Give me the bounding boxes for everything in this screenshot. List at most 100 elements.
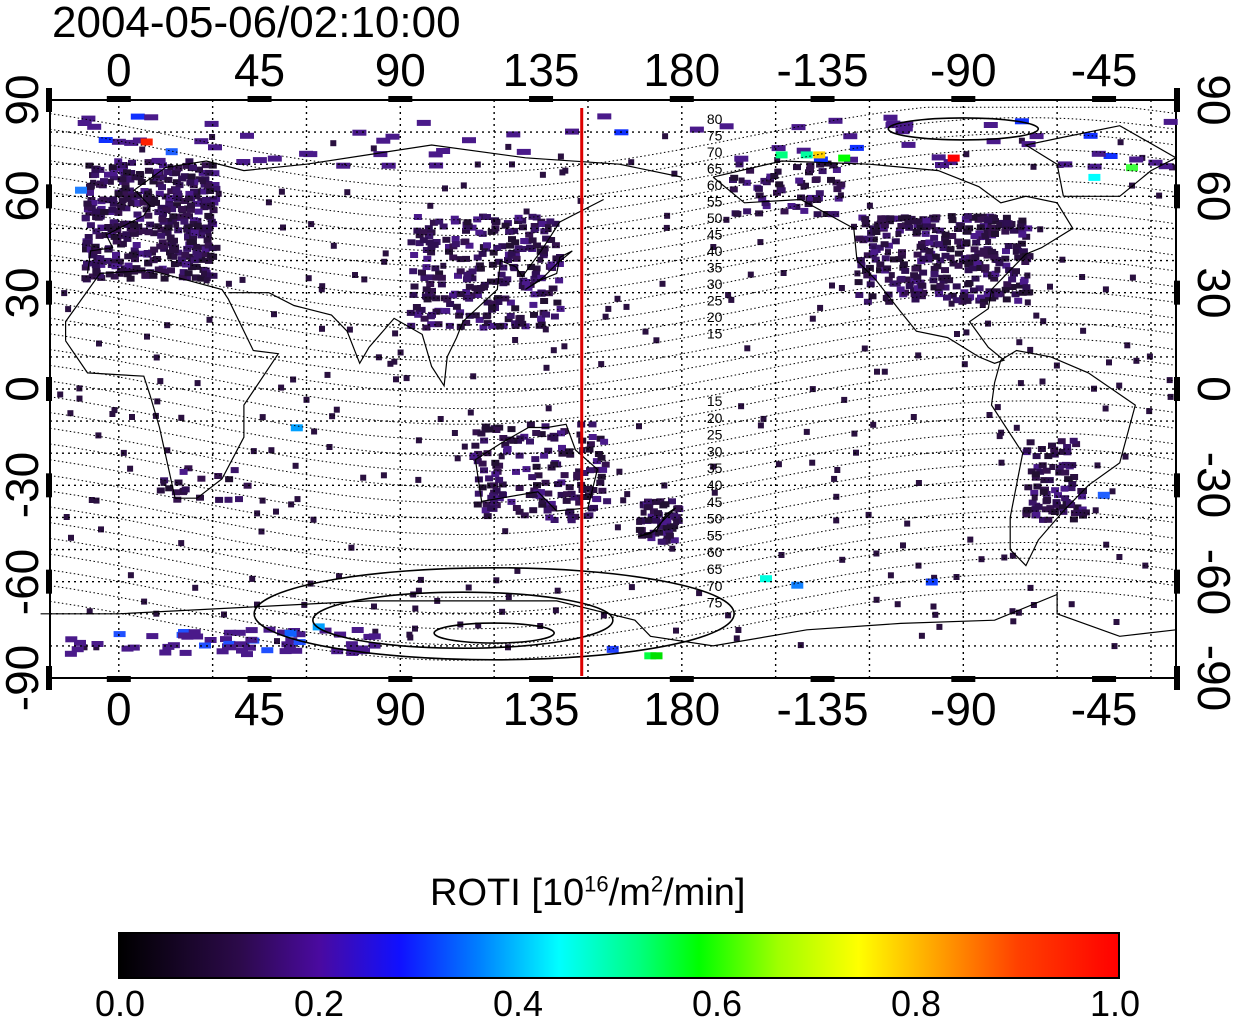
roti-cell xyxy=(86,222,95,229)
roti-cell xyxy=(456,268,465,275)
roti-cell xyxy=(832,167,841,173)
roti-cell xyxy=(934,288,943,294)
roti-cell xyxy=(696,590,703,597)
roti-cell xyxy=(1068,481,1077,487)
roti-cell xyxy=(157,232,166,239)
roti-cell xyxy=(492,227,499,234)
roti-cell xyxy=(429,162,444,169)
roti-cell xyxy=(977,294,985,301)
roti-cell xyxy=(1124,342,1131,349)
roti-cell xyxy=(483,320,492,327)
roti-cell xyxy=(212,185,221,192)
roti-cell xyxy=(171,489,180,496)
roti-cell xyxy=(283,643,296,650)
roti-cell xyxy=(194,138,209,145)
roti-cell xyxy=(899,121,914,128)
top-lon-label-1: 45 xyxy=(233,44,286,96)
roti-cell xyxy=(488,261,497,268)
roti-cell xyxy=(1024,484,1033,491)
roti-cell xyxy=(976,265,985,271)
roti-cell xyxy=(1024,299,1031,306)
roti-cell xyxy=(475,622,482,629)
roti-cell xyxy=(1091,150,1106,157)
roti-cell xyxy=(947,213,956,220)
roti-cell xyxy=(188,629,201,636)
roti-cell xyxy=(516,314,525,321)
colorbar-title-exp1: 16 xyxy=(584,871,609,897)
roti-cell xyxy=(978,556,985,563)
roti-cell xyxy=(352,129,367,136)
roti-cell xyxy=(1050,451,1059,458)
roti-cell xyxy=(624,491,631,498)
roti-cell xyxy=(425,239,434,246)
roti-cell xyxy=(187,173,196,180)
roti-cell xyxy=(505,143,512,150)
roti-cell xyxy=(174,227,183,234)
roti-cell xyxy=(249,575,256,582)
roti-cell xyxy=(154,398,161,405)
roti-cell xyxy=(866,281,875,288)
roti-cell xyxy=(488,304,497,311)
roti-cell xyxy=(1016,282,1024,289)
roti-cell xyxy=(110,174,118,181)
roti-cell xyxy=(943,294,951,301)
roti-cell xyxy=(614,295,621,302)
roti-cell xyxy=(135,171,144,177)
roti-cell xyxy=(90,179,97,186)
roti-cell xyxy=(809,459,816,466)
roti-cell xyxy=(1070,474,1079,480)
roti-cell xyxy=(919,255,928,262)
roti-cell xyxy=(1046,505,1055,512)
roti-cell xyxy=(834,467,841,473)
roti-cell xyxy=(971,275,980,282)
roti-cell xyxy=(575,468,584,475)
roti-cell xyxy=(1033,312,1040,319)
roti-cell xyxy=(540,452,549,459)
roti-cell xyxy=(451,236,460,242)
roti-cell xyxy=(614,524,621,531)
roti-cell xyxy=(501,222,510,229)
roti-cell xyxy=(473,501,482,508)
roti-cell xyxy=(541,423,550,430)
right-axis-tick-bar xyxy=(1174,377,1180,401)
roti-cell xyxy=(128,159,136,166)
roti-cell xyxy=(526,244,535,251)
maglat-label-south: 65 xyxy=(707,561,723,577)
roti-cell xyxy=(823,160,832,167)
roti-cell xyxy=(988,295,997,302)
roti-cell xyxy=(948,233,957,239)
roti-cell xyxy=(154,266,163,273)
roti-cell xyxy=(592,495,601,502)
roti-cell xyxy=(515,508,524,515)
roti-cell xyxy=(711,489,718,496)
roti-cell xyxy=(885,298,894,305)
roti-cell xyxy=(866,202,873,209)
roti-cell xyxy=(733,635,740,642)
roti-cell xyxy=(813,197,821,203)
bottom-lon-label-7: -45 xyxy=(1070,683,1138,735)
roti-cell xyxy=(586,467,594,474)
left-axis-tick-bar xyxy=(46,473,52,498)
roti-cell xyxy=(895,128,910,135)
roti-cell xyxy=(874,368,880,375)
roti-cell xyxy=(114,209,123,216)
roti-cell xyxy=(150,230,159,237)
roti-cell xyxy=(1019,252,1028,259)
roti-cell xyxy=(936,257,945,264)
roti-cell xyxy=(508,236,516,243)
roti-cell xyxy=(883,114,898,121)
roti-cell xyxy=(647,513,656,520)
left-axis-tick-bar xyxy=(46,569,52,594)
roti-cell xyxy=(973,213,982,220)
roti-cell xyxy=(415,437,422,444)
left-axis-tick-bar xyxy=(46,377,52,401)
roti-cell xyxy=(1010,618,1017,625)
roti-cell xyxy=(742,179,751,186)
roti-cell xyxy=(780,208,789,215)
roti-cell xyxy=(173,202,181,209)
roti-cell xyxy=(995,260,1004,267)
roti-cell xyxy=(598,487,607,494)
roti-cell xyxy=(511,305,520,312)
maglat-contour xyxy=(49,494,1177,567)
roti-cell xyxy=(1023,447,1032,454)
